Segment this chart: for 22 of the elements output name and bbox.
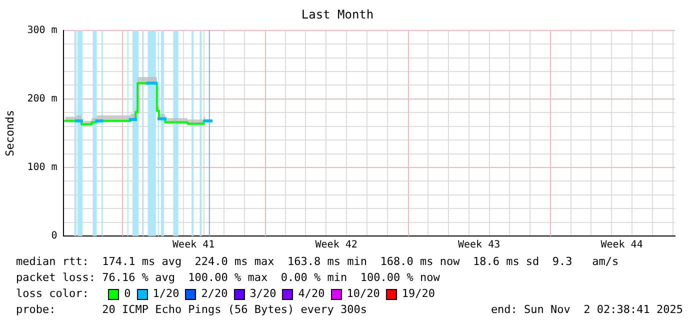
x-tick-label: Week 44	[600, 240, 643, 251]
legend-label: 4/20	[298, 286, 325, 302]
y-tick-label: 200 m	[27, 94, 58, 105]
y-tick-label: 300 m	[27, 24, 58, 36]
text: packet loss: 76.16 % avg 100.00 % max 0.00 % min 100.00 % now	[16, 270, 441, 286]
y-tick-label: 100 m	[27, 162, 58, 174]
text: probe: 20 ICMP Echo Pings (56 Bytes) every 300s	[16, 302, 367, 318]
text: end: Sun Nov 2 02:38:41 2025	[490, 302, 683, 318]
legend-label: 19/20	[402, 286, 435, 302]
legend-label: 3/20	[250, 286, 276, 302]
y-axis-title: Seconds	[3, 110, 16, 156]
legend-label: 10/20	[346, 286, 380, 302]
legend-label: 0	[124, 286, 131, 302]
x-tick-label: Week 42	[315, 240, 358, 251]
legend-label: 1/20	[152, 286, 180, 302]
y-tick-label: 0	[51, 230, 58, 242]
chart-title: Last Month	[301, 7, 374, 22]
legend-title: loss color:	[16, 286, 90, 302]
x-tick-label: Week 41	[172, 240, 215, 251]
legend-label: 2/20	[201, 286, 228, 302]
x-tick-label: Week 43	[458, 240, 500, 251]
text: median rtt: 174.1 ms avg 224.0 ms max 163.8 ms min 168.0 ms now 18.6 ms sd 9.3 am/s	[16, 254, 620, 270]
